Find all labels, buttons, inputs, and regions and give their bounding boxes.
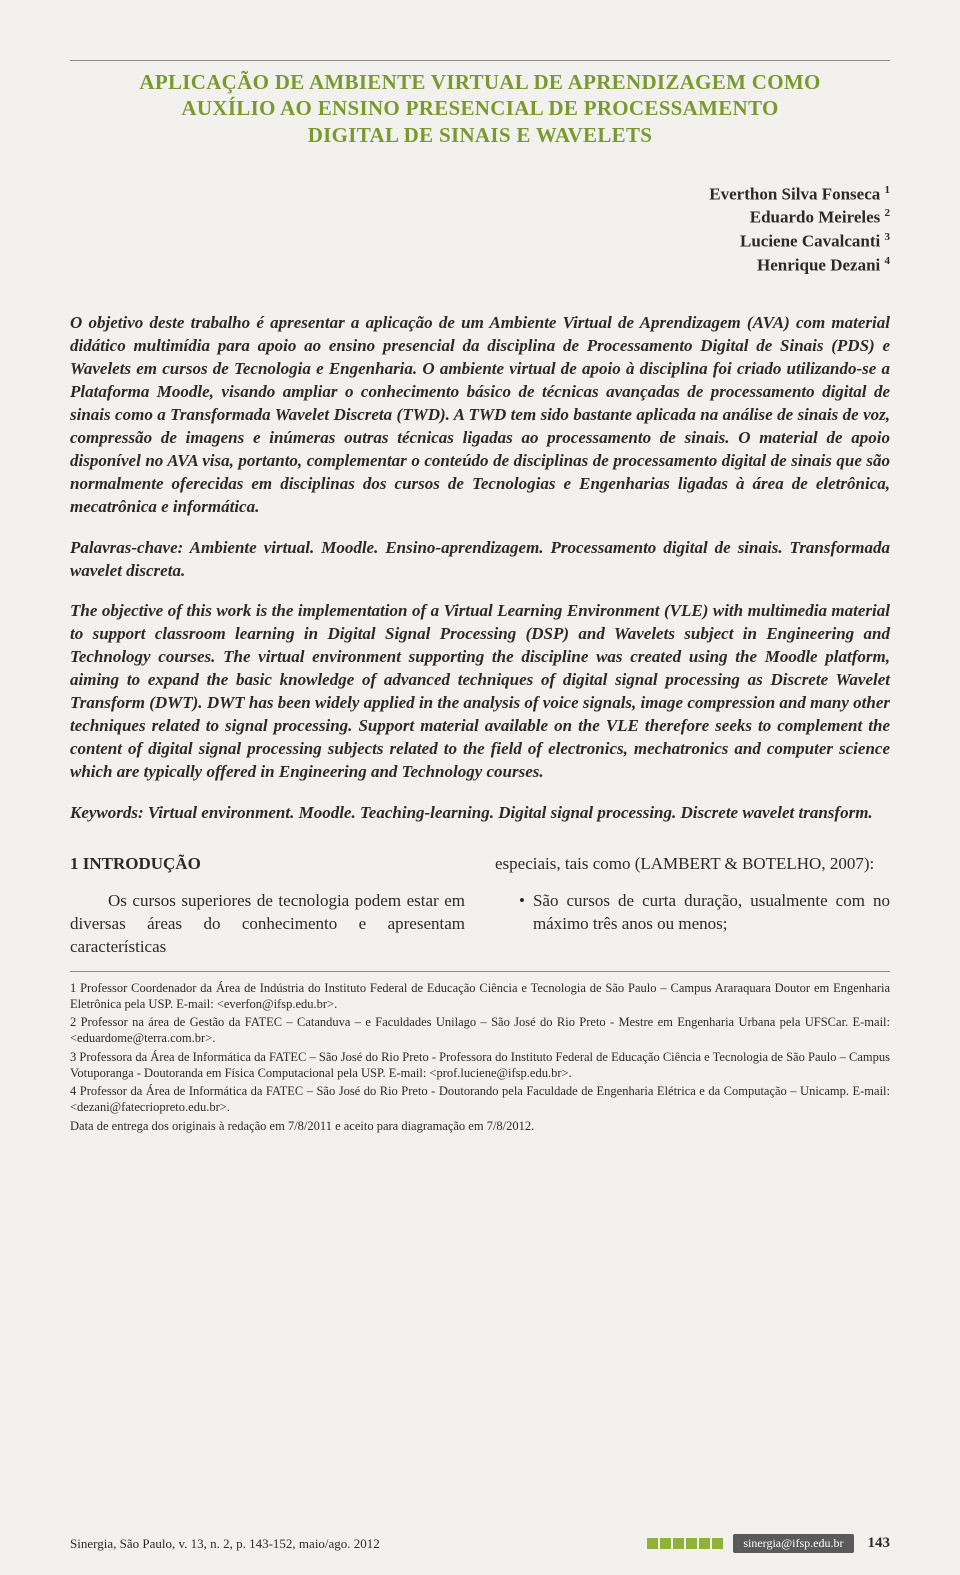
author-sup: 4 [885, 255, 891, 267]
article-title: APLICAÇÃO DE AMBIENTE VIRTUAL DE APRENDI… [70, 69, 890, 148]
footer-page-number: 143 [868, 1535, 891, 1552]
body-columns: 1 INTRODUÇÃO Os cursos superiores de tec… [70, 853, 890, 959]
keywords-en: Keywords: Virtual environment. Moodle. T… [70, 802, 890, 825]
author-name: Luciene Cavalcanti [740, 232, 880, 251]
square-icon [686, 1538, 697, 1549]
right-lead: especiais, tais como (LAMBERT & BOTELHO,… [495, 853, 890, 876]
footnote-3: 3 Professora da Área de Informática da F… [70, 1049, 890, 1082]
footer-email: sinergia@ifsp.edu.br [733, 1534, 853, 1553]
author-sup: 1 [885, 184, 891, 196]
title-line-1: APLICAÇÃO DE AMBIENTE VIRTUAL DE APRENDI… [70, 69, 890, 95]
left-column: 1 INTRODUÇÃO Os cursos superiores de tec… [70, 853, 465, 959]
square-icon [673, 1538, 684, 1549]
footnote-2: 2 Professor na área de Gestão da FATEC –… [70, 1014, 890, 1047]
author-name: Henrique Dezani [757, 255, 880, 274]
author-name: Everthon Silva Fonseca [709, 184, 880, 203]
square-icon [712, 1538, 723, 1549]
bullet-dot-icon: • [519, 890, 525, 936]
bullet-text: São cursos de curta duração, usualmente … [533, 890, 890, 936]
author-1: Everthon Silva Fonseca 1 [70, 183, 890, 207]
page: APLICAÇÃO DE AMBIENTE VIRTUAL DE APRENDI… [0, 0, 960, 1575]
abstract-en: The objective of this work is the implem… [70, 600, 890, 784]
abstract-pt: O objetivo deste trabalho é apresentar a… [70, 312, 890, 518]
title-line-2: AUXÍLIO AO ENSINO PRESENCIAL DE PROCESSA… [70, 95, 890, 121]
author-sup: 3 [885, 231, 891, 243]
title-line-3: DIGITAL DE SINAIS E WAVELETS [70, 122, 890, 148]
page-footer: Sinergia, São Paulo, v. 13, n. 2, p. 143… [70, 1534, 890, 1553]
square-icon [699, 1538, 710, 1549]
footnotes: 1 Professor Coordenador da Área de Indús… [70, 980, 890, 1134]
authors-block: Everthon Silva Fonseca 1 Eduardo Meirele… [70, 183, 890, 277]
footnote-rule [70, 971, 890, 972]
footnote-4: 4 Professor da Área de Informática da FA… [70, 1083, 890, 1116]
author-4: Henrique Dezani 4 [70, 254, 890, 278]
author-3: Luciene Cavalcanti 3 [70, 230, 890, 254]
intro-paragraph: Os cursos superiores de tecnologia podem… [70, 890, 465, 959]
author-2: Eduardo Meireles 2 [70, 206, 890, 230]
footer-citation: Sinergia, São Paulo, v. 13, n. 2, p. 143… [70, 1536, 647, 1552]
keywords-pt: Palavras-chave: Ambiente virtual. Moodle… [70, 537, 890, 583]
footnote-date: Data de entrega dos originais à redação … [70, 1118, 890, 1134]
top-rule [70, 60, 890, 61]
bullet-item: • São cursos de curta duração, usualment… [495, 890, 890, 936]
square-icon [647, 1538, 658, 1549]
footnote-1: 1 Professor Coordenador da Área de Indús… [70, 980, 890, 1013]
author-name: Eduardo Meireles [750, 208, 880, 227]
section-heading: 1 INTRODUÇÃO [70, 853, 465, 876]
right-column: especiais, tais como (LAMBERT & BOTELHO,… [495, 853, 890, 959]
author-sup: 2 [885, 207, 891, 219]
footer-squares [647, 1538, 723, 1549]
square-icon [660, 1538, 671, 1549]
